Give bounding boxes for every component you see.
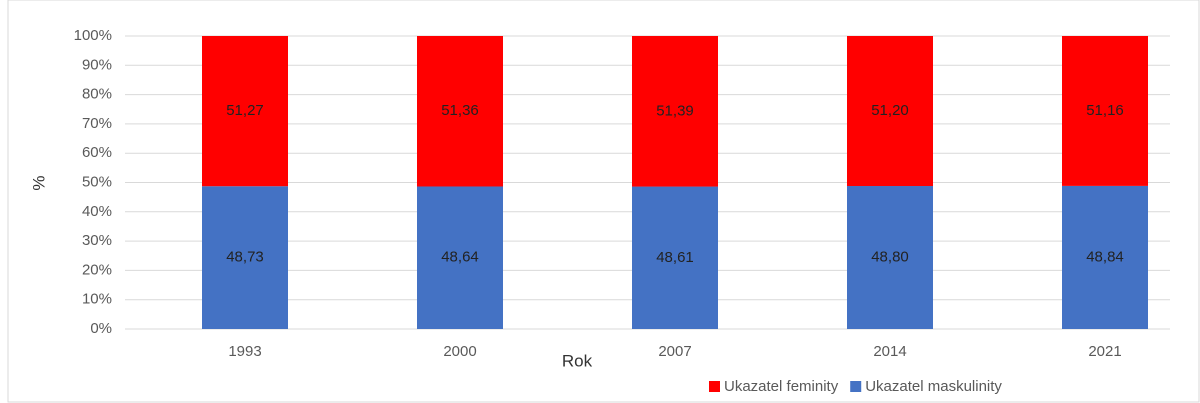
y-tick-label: 80%	[82, 86, 112, 103]
data-label: 51,20	[871, 102, 909, 119]
y-tick-label: 60%	[82, 144, 112, 161]
data-label: 48,64	[441, 249, 479, 266]
bar-segment	[1062, 36, 1148, 186]
data-label: 48,80	[871, 248, 909, 265]
x-tick-label: 2007	[658, 343, 691, 360]
data-label: 51,16	[1086, 102, 1124, 119]
bar-segment	[632, 186, 718, 329]
x-tick-label: 2014	[873, 343, 906, 360]
y-tick-label: 50%	[82, 173, 112, 190]
data-label: 48,84	[1086, 248, 1124, 265]
bar-segment	[847, 36, 933, 187]
legend-swatch	[850, 381, 862, 392]
y-tick-label: 70%	[82, 115, 112, 132]
y-axis-label: %	[29, 175, 48, 190]
data-label: 51,39	[656, 102, 694, 119]
y-tick-label: 10%	[82, 291, 112, 308]
data-label: 51,36	[441, 102, 479, 119]
x-tick-label: 2021	[1088, 343, 1121, 360]
y-tick-label: 0%	[90, 320, 112, 337]
data-label: 48,61	[656, 249, 694, 266]
bar-segment	[632, 36, 718, 187]
y-tick-label: 20%	[82, 261, 112, 278]
y-tick-label: 90%	[82, 56, 112, 73]
bar-segment	[1062, 185, 1148, 329]
bar-segment	[417, 186, 503, 329]
data-label: 48,73	[226, 249, 264, 266]
x-tick-label: 2000	[443, 343, 476, 360]
y-tick-label: 30%	[82, 232, 112, 249]
bar-segment	[417, 36, 503, 187]
legend-label: Ukazatel maskulinity	[865, 378, 1002, 395]
chart-frame	[7, 0, 1200, 403]
legend-label: Ukazatel feminity	[724, 378, 839, 395]
legend-swatch	[709, 381, 720, 392]
data-label: 51,27	[226, 102, 264, 119]
x-tick-label: 1993	[228, 343, 261, 360]
y-tick-label: 40%	[82, 203, 112, 220]
bar-segment	[847, 186, 933, 329]
y-tick-label: 100%	[74, 27, 112, 44]
bar-segment	[202, 36, 288, 187]
x-axis-label: Rok	[562, 351, 593, 370]
bar-segment	[202, 186, 288, 329]
